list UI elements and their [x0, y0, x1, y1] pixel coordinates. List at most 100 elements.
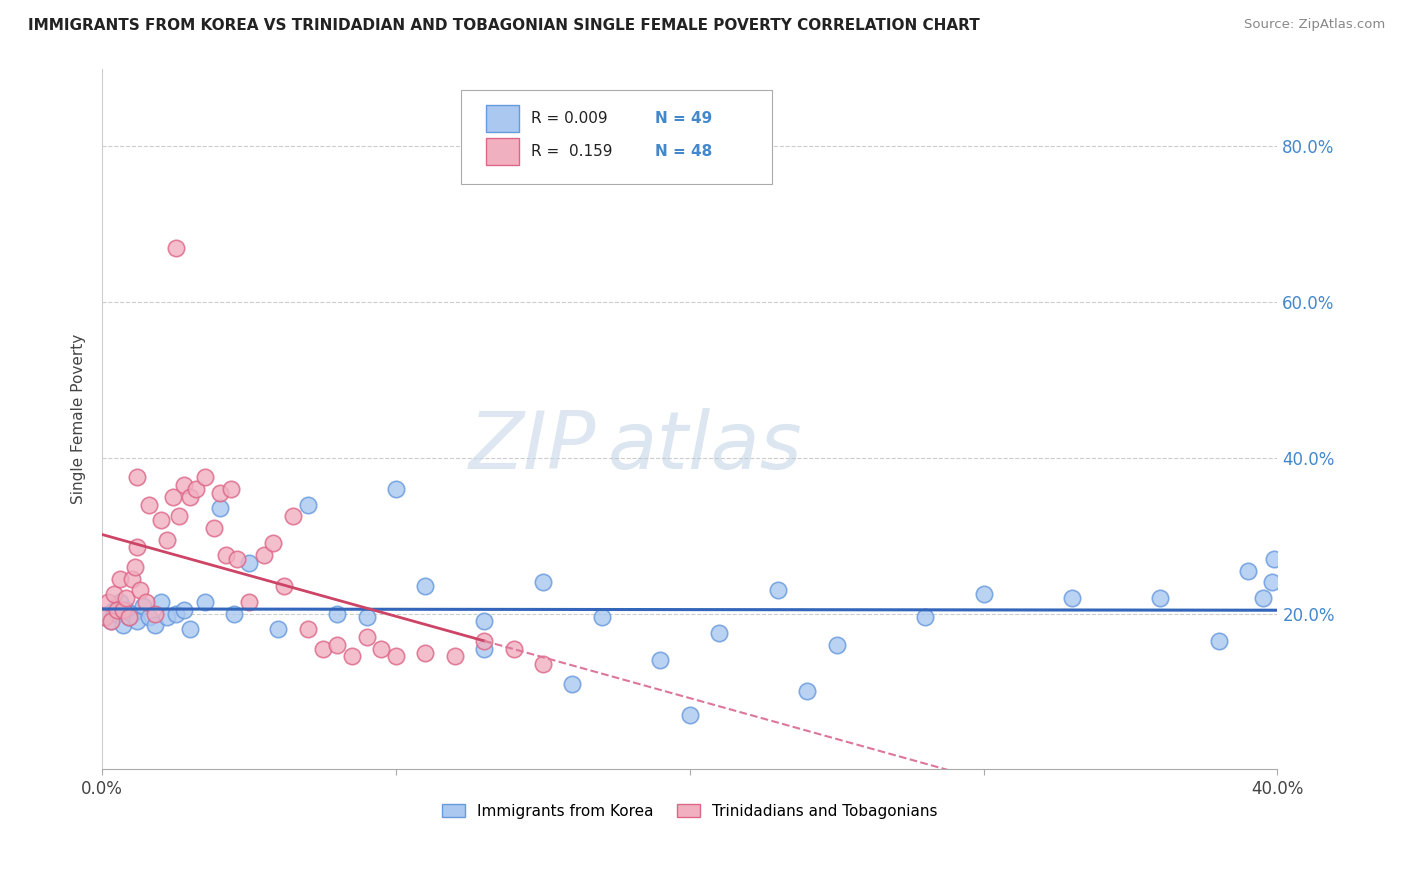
Point [561, 676, 583, 690]
Point [103, 587, 125, 601]
Point [297, 498, 319, 512]
Point [650, 653, 672, 667]
Point [443, 649, 465, 664]
Point [472, 633, 495, 648]
Point [100, 615, 122, 629]
Point [105, 602, 128, 616]
Point [194, 470, 217, 484]
Point [127, 541, 149, 555]
Point [253, 548, 276, 562]
Point [238, 556, 260, 570]
Point [118, 610, 141, 624]
Point [385, 649, 408, 664]
Point [1149, 591, 1171, 605]
Point [709, 626, 731, 640]
Point [415, 579, 437, 593]
Point [94, 610, 117, 624]
Point [121, 572, 143, 586]
Point [340, 649, 363, 664]
Text: N = 48: N = 48 [655, 144, 711, 159]
Point [326, 607, 349, 621]
Text: ZIP: ZIP [468, 408, 596, 486]
Point [143, 607, 166, 621]
Point [356, 630, 378, 644]
Point [311, 641, 333, 656]
Point [167, 509, 190, 524]
Point [186, 482, 208, 496]
Point [385, 482, 408, 496]
Point [173, 602, 195, 616]
Point [143, 618, 166, 632]
Point [165, 241, 187, 255]
Point [103, 602, 125, 616]
Point [370, 641, 392, 656]
Point [94, 610, 117, 624]
Point [111, 618, 134, 632]
Text: atlas: atlas [607, 408, 803, 486]
Text: IMMIGRANTS FROM KOREA VS TRINIDADIAN AND TOBAGONIAN SINGLE FEMALE POVERTY CORREL: IMMIGRANTS FROM KOREA VS TRINIDADIAN AND… [28, 18, 980, 33]
Point [156, 533, 179, 547]
Point [415, 646, 437, 660]
Point [179, 622, 201, 636]
Point [502, 641, 524, 656]
Point [149, 513, 172, 527]
Point [472, 615, 495, 629]
Point [132, 599, 155, 613]
Point [914, 610, 936, 624]
FancyBboxPatch shape [486, 105, 519, 132]
Text: R =  0.159: R = 0.159 [531, 144, 613, 159]
Point [124, 559, 146, 574]
Point [162, 490, 184, 504]
Point [1060, 591, 1083, 605]
Point [766, 583, 789, 598]
Point [97, 595, 120, 609]
Point [127, 615, 149, 629]
Point [356, 610, 378, 624]
Legend: Immigrants from Korea, Trinidadians and Tobagonians: Immigrants from Korea, Trinidadians and … [436, 797, 943, 825]
Point [591, 610, 613, 624]
Point [100, 615, 122, 629]
Point [267, 622, 290, 636]
Point [165, 607, 187, 621]
Point [202, 521, 225, 535]
Point [973, 587, 995, 601]
Text: R = 0.009: R = 0.009 [531, 111, 607, 126]
Point [108, 595, 131, 609]
FancyBboxPatch shape [486, 138, 519, 164]
Point [224, 607, 246, 621]
Point [138, 498, 160, 512]
Point [208, 501, 231, 516]
Point [214, 548, 236, 562]
Point [283, 509, 305, 524]
Point [1263, 552, 1285, 566]
Point [118, 610, 141, 624]
Point [226, 552, 249, 566]
Point [208, 486, 231, 500]
Point [238, 595, 260, 609]
Point [114, 602, 136, 616]
Point [326, 638, 349, 652]
Point [108, 572, 131, 586]
Point [297, 622, 319, 636]
Text: Source: ZipAtlas.com: Source: ZipAtlas.com [1244, 18, 1385, 31]
Point [472, 641, 495, 656]
Point [179, 490, 201, 504]
Point [221, 482, 243, 496]
Y-axis label: Single Female Poverty: Single Female Poverty [72, 334, 86, 504]
Point [135, 595, 157, 609]
Point [531, 575, 554, 590]
Point [138, 610, 160, 624]
Point [825, 638, 848, 652]
Point [121, 607, 143, 621]
Point [194, 595, 217, 609]
Point [111, 602, 134, 616]
Point [1251, 591, 1274, 605]
Text: N = 49: N = 49 [655, 111, 711, 126]
Point [531, 657, 554, 672]
Point [97, 607, 120, 621]
Point [129, 583, 152, 598]
Point [262, 536, 284, 550]
Point [114, 591, 136, 605]
Point [105, 607, 128, 621]
Point [796, 684, 818, 698]
